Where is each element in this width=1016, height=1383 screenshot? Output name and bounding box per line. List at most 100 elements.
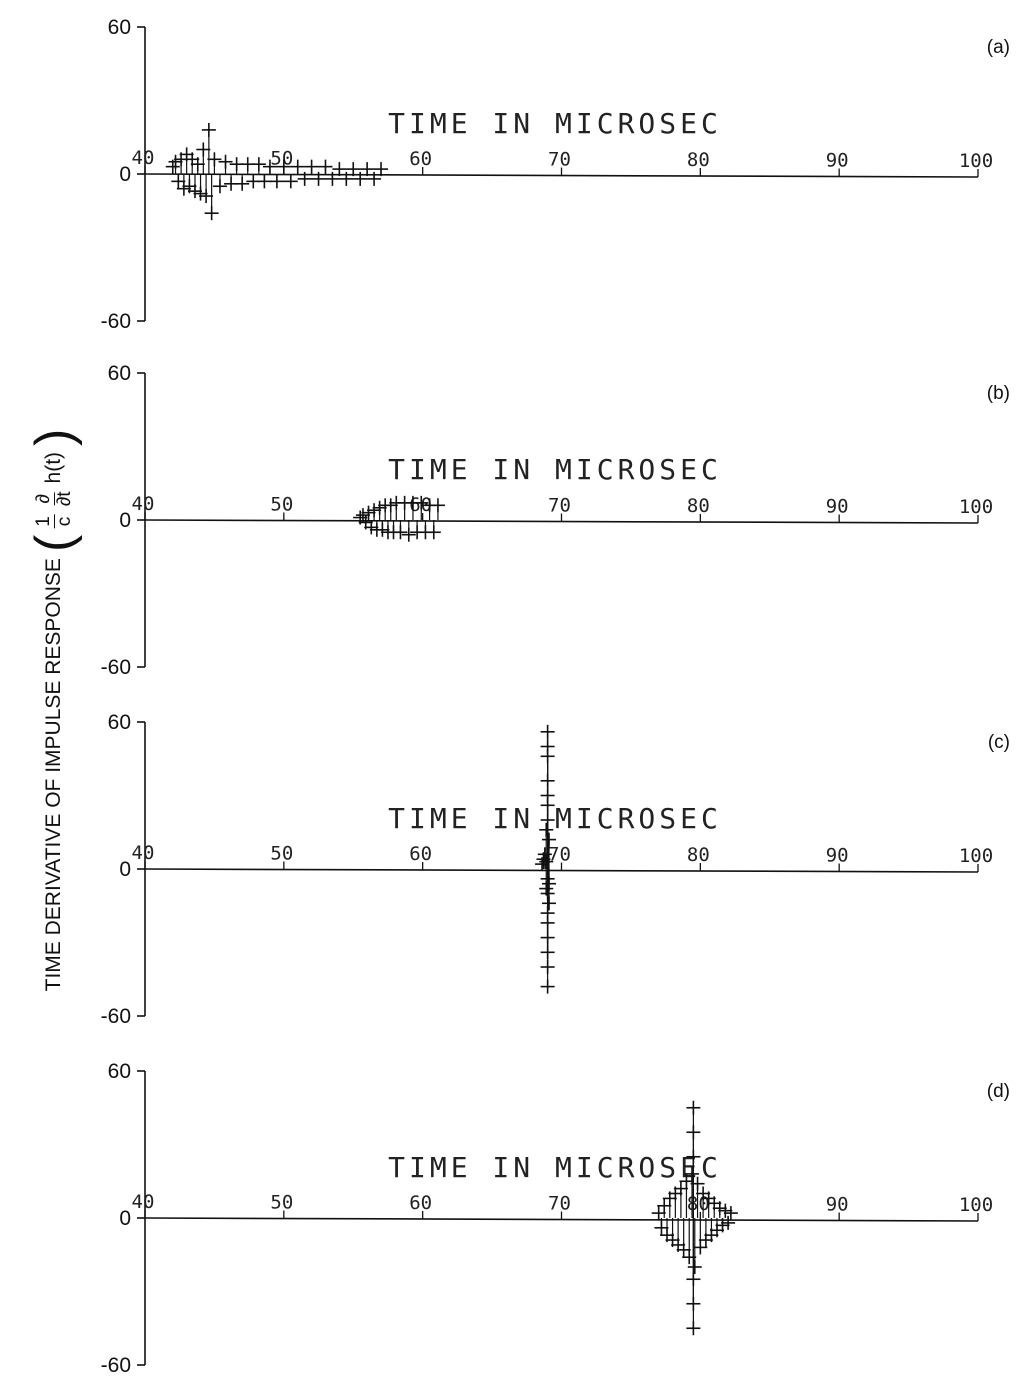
data-point (346, 162, 361, 177)
y-tick-label: -60 (101, 1005, 131, 1028)
data-point (190, 157, 205, 172)
x-tick-label: 40 (132, 842, 155, 864)
x-tick-label: 50 (270, 843, 293, 865)
series (353, 495, 445, 542)
x-tick-label: 60 (409, 148, 432, 170)
data-point (176, 181, 191, 196)
x-tick-label: 70 (548, 1193, 571, 1215)
panel-label: (d) (987, 1081, 1010, 1102)
data-point (318, 159, 333, 174)
data-point (426, 525, 441, 540)
x-axis-title: TIME IN MICROSEC (388, 1151, 722, 1184)
fraction-partial-derivative: ∂ ∂t (32, 489, 75, 508)
series (535, 724, 557, 994)
data-point (311, 171, 326, 186)
data-point (375, 522, 390, 537)
x-tick-label: 50 (270, 148, 293, 170)
data-point (364, 520, 379, 535)
x-tick-label: 60 (409, 843, 432, 865)
data-point (715, 1218, 730, 1233)
right-paren: ) (25, 428, 83, 446)
y-tick-label: 0 (119, 1207, 131, 1230)
panel-c: 60 0 -60 40 50 60 70 80 90 100 TIME IN MICROSEC (c) (101, 711, 1010, 1028)
y-tick-label: 60 (108, 711, 131, 734)
y-tick-label: 0 (119, 509, 131, 532)
data-point (355, 508, 370, 523)
x-tick-label: 100 (959, 150, 993, 172)
data-point (332, 162, 347, 177)
x-tick-label: 90 (826, 845, 849, 867)
x-tick-label: 100 (959, 1194, 993, 1216)
y-axis-label-text: TIME DERIVATIVE OF IMPULSE RESPONSE (42, 558, 65, 992)
data-point (204, 206, 219, 221)
data-point (235, 176, 250, 191)
data-point (257, 174, 272, 189)
data-point (367, 171, 382, 186)
series (651, 1100, 738, 1336)
y-tick-label: -60 (101, 310, 131, 333)
y-tick-label: 0 (119, 858, 131, 881)
series (165, 122, 389, 221)
x-tick-label: 80 (687, 495, 710, 517)
x-tick-label: 100 (959, 845, 993, 867)
data-point (361, 505, 376, 520)
data-point (430, 498, 445, 513)
partial-denominator: ∂t (53, 491, 75, 507)
x-axis-title: TIME IN MICROSEC (388, 453, 722, 486)
data-point (353, 171, 368, 186)
data-point (654, 1220, 669, 1235)
data-point (542, 896, 557, 911)
x-axis-title: TIME IN MICROSEC (388, 802, 722, 835)
data-point (539, 822, 554, 837)
data-point (712, 1201, 727, 1216)
x-axis-title: TIME IN MICROSEC (388, 107, 722, 140)
data-point (367, 503, 382, 518)
data-point (676, 1242, 691, 1257)
x-tick-label: 90 (826, 496, 849, 518)
y-tick-label: 60 (108, 362, 131, 385)
y-tick-label: 60 (108, 16, 131, 39)
fraction-denominator: c (53, 516, 75, 527)
data-point (212, 179, 227, 194)
data-point (693, 1240, 708, 1255)
data-point (196, 142, 211, 157)
y-tick-label: -60 (101, 656, 131, 679)
data-point (339, 171, 354, 186)
data-point (721, 1215, 736, 1230)
data-point (269, 174, 284, 189)
data-point (686, 1321, 701, 1336)
data-point (383, 498, 398, 513)
data-point (283, 174, 298, 189)
data-point (685, 1166, 700, 1181)
data-point (673, 1181, 688, 1196)
x-tick-label: 50 (270, 494, 293, 516)
data-point (718, 1203, 733, 1218)
data-point (360, 162, 375, 177)
data-point (723, 1206, 738, 1221)
x-tick-label: 70 (548, 149, 571, 171)
panel-label: (c) (988, 732, 1010, 753)
partial-numerator: ∂ (32, 492, 55, 506)
data-point (187, 184, 202, 199)
y-tick-label: -60 (101, 1354, 131, 1377)
y-tick-label: 0 (119, 163, 131, 186)
panel-d: 60 0 -60 40 50 60 70 80 90 100 TIME IN MICROSEC (d) (101, 1060, 1010, 1377)
data-point (651, 1206, 666, 1221)
data-point (276, 159, 291, 174)
x-tick-label: 70 (548, 844, 571, 866)
panel-a: 60 0 -60 40 50 60 70 80 90 100 TIME IN MICROSEC (a) (101, 16, 1010, 333)
x-tick-label: 40 (132, 493, 155, 515)
data-point (542, 832, 557, 847)
x-tick-label: 40 (132, 147, 155, 169)
x-tick-label: 40 (132, 1191, 155, 1213)
data-point (171, 174, 186, 189)
data-point (262, 159, 277, 174)
x-tick-label: 80 (687, 1193, 710, 1215)
data-point (251, 157, 266, 172)
data-point (657, 1198, 672, 1213)
function-name: h(t) (42, 451, 65, 484)
data-point (290, 159, 305, 174)
x-tick-label: 50 (270, 1192, 293, 1214)
